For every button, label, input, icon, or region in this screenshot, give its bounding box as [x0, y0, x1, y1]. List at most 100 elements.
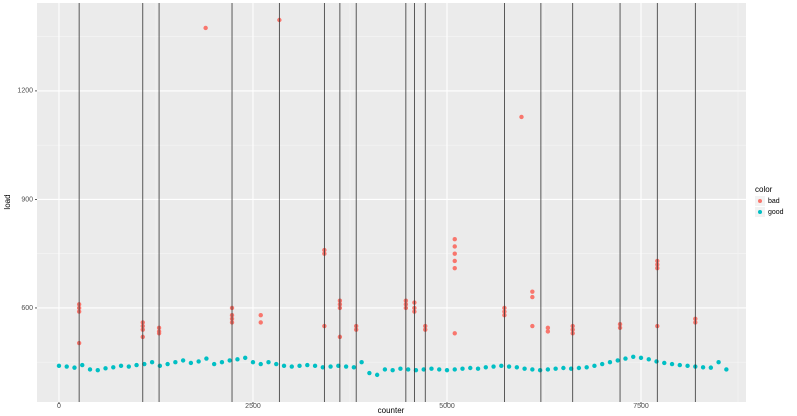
point — [724, 367, 729, 372]
x-tick-label: 2500 — [245, 403, 261, 410]
legend-swatch — [758, 199, 762, 203]
point — [452, 331, 457, 336]
point — [631, 354, 636, 359]
point — [468, 365, 473, 371]
point — [677, 362, 683, 368]
point — [483, 365, 488, 370]
point — [615, 358, 620, 363]
point — [514, 365, 520, 370]
point — [584, 365, 589, 370]
point — [545, 367, 551, 372]
point — [452, 265, 457, 271]
point — [444, 367, 450, 373]
point — [530, 294, 535, 300]
point — [103, 366, 108, 371]
point — [243, 355, 248, 361]
point — [157, 363, 163, 369]
point — [685, 363, 690, 369]
point — [64, 364, 69, 369]
point — [126, 364, 132, 369]
point — [111, 365, 116, 370]
point — [421, 367, 426, 372]
point — [576, 365, 582, 371]
point — [367, 370, 372, 376]
point — [390, 367, 395, 373]
point — [568, 366, 574, 371]
point — [491, 364, 496, 369]
point — [553, 366, 558, 371]
y-tick-label: 900 — [21, 196, 33, 203]
point — [204, 356, 209, 361]
point — [460, 366, 465, 371]
point — [623, 356, 628, 361]
point — [522, 366, 527, 371]
point — [196, 359, 201, 364]
point — [654, 359, 659, 364]
point — [258, 361, 263, 367]
point — [142, 361, 147, 367]
legend-title: color — [755, 185, 773, 194]
point — [537, 367, 543, 373]
point — [708, 365, 714, 370]
point — [545, 329, 551, 334]
grid — [37, 3, 746, 402]
point — [530, 367, 535, 372]
x-tick-label: 7500 — [633, 403, 649, 410]
point — [180, 358, 186, 363]
point — [607, 360, 613, 365]
point — [398, 366, 403, 371]
y-tick-label: 600 — [21, 305, 33, 312]
point — [662, 360, 667, 366]
point — [452, 251, 457, 256]
point — [351, 365, 357, 370]
point — [599, 361, 605, 367]
point — [359, 360, 364, 365]
point — [72, 365, 77, 370]
point — [343, 364, 349, 369]
point — [475, 366, 481, 371]
point — [165, 361, 170, 367]
point — [336, 363, 341, 369]
y-tick-label: 1200 — [17, 88, 33, 95]
point — [149, 360, 155, 365]
point — [382, 367, 388, 372]
point — [669, 361, 675, 367]
point — [250, 360, 256, 365]
point — [80, 362, 85, 368]
point — [519, 114, 524, 120]
point — [506, 364, 512, 369]
point — [452, 237, 457, 242]
panel — [37, 3, 746, 402]
x-axis-title: counter — [378, 406, 405, 415]
point — [530, 323, 535, 329]
point — [452, 367, 457, 372]
point — [452, 258, 457, 264]
point — [235, 357, 240, 362]
point — [258, 312, 263, 318]
point — [545, 325, 551, 331]
y-axis-title: load — [3, 194, 12, 209]
point — [219, 360, 225, 365]
point — [561, 365, 566, 371]
marks — [56, 3, 729, 402]
point — [499, 363, 504, 369]
point — [413, 367, 419, 373]
point — [281, 363, 287, 369]
point — [638, 355, 644, 361]
point — [305, 362, 310, 368]
legend-label: bad — [768, 198, 780, 205]
point — [203, 25, 208, 31]
point — [211, 361, 217, 367]
legend-swatch — [758, 210, 762, 214]
point — [118, 363, 124, 369]
point — [274, 361, 279, 367]
point — [227, 358, 232, 363]
point — [320, 365, 326, 370]
point — [592, 363, 597, 369]
point — [173, 360, 178, 365]
point — [646, 357, 651, 362]
legend-label: good — [768, 209, 784, 216]
point — [374, 372, 380, 378]
x-tick-label: 5000 — [439, 403, 455, 410]
